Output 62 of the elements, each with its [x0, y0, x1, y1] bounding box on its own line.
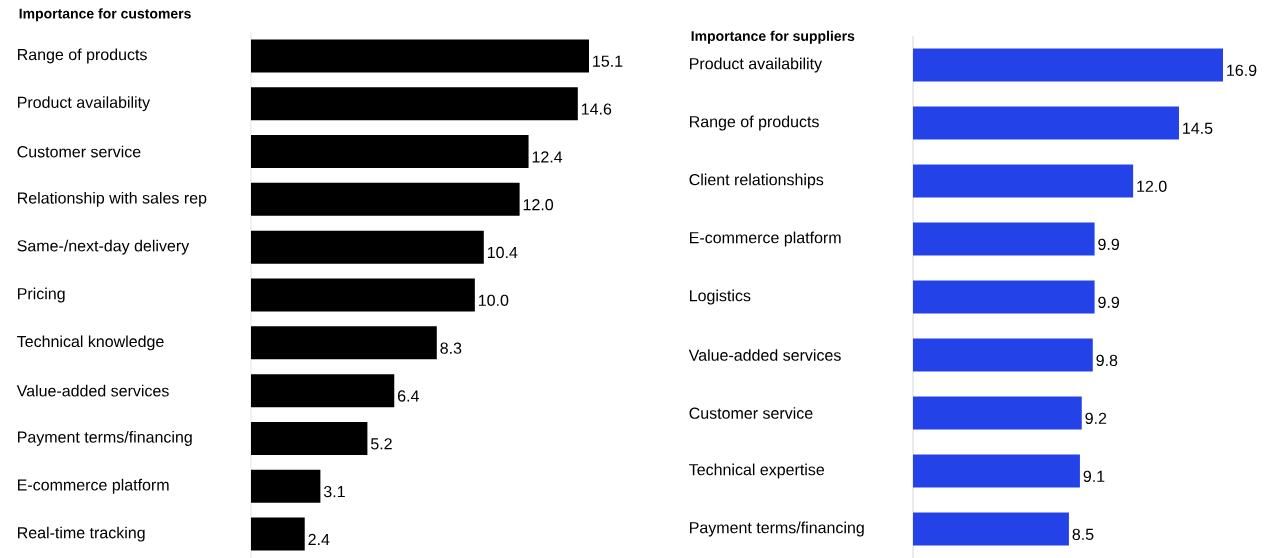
data-label: 8.5	[1072, 528, 1094, 540]
y-tick-label: Technical expertise	[689, 463, 825, 479]
data-label: 14.6	[581, 103, 612, 115]
y-tick-label: Client relationships	[689, 173, 824, 189]
text: Importance for customers	[19, 8, 191, 22]
y-tick-label: E-commerce platform	[18, 478, 169, 494]
bar	[251, 87, 578, 121]
bar	[251, 374, 395, 408]
y-tick-label: Customer service	[689, 407, 813, 419]
y-tick-label: Pricing	[18, 287, 65, 303]
data-label: 9.8	[1096, 354, 1118, 366]
bar	[913, 396, 1082, 430]
y-tick-label: Logistics	[690, 289, 751, 305]
y-tick-label: Value-added services	[16, 384, 169, 397]
data-label: 10.0	[478, 294, 509, 306]
text: Importance for suppliers	[691, 30, 855, 44]
data-label: 2.4	[308, 533, 330, 546]
data-label: 12.0	[523, 199, 554, 211]
data-label: 3.1	[323, 485, 345, 498]
data-label: 9.9	[1098, 238, 1120, 250]
y-tick-label: Customer service	[17, 145, 141, 158]
y-tick-label: Payment terms/financing	[18, 431, 192, 446]
bar	[251, 421, 368, 455]
data-label: 14.5	[1183, 122, 1213, 134]
bar	[913, 512, 1069, 546]
y-tick-label: E-commerce platform	[690, 231, 841, 247]
y-tick-label: Real-time tracking	[18, 526, 145, 542]
y-tick-label: Range of products	[690, 115, 819, 131]
bar	[251, 517, 305, 551]
bar	[251, 326, 437, 360]
y-tick-label: Relationship with sales rep	[18, 191, 207, 207]
y-tick-label: Product availability	[18, 96, 151, 112]
bar	[251, 469, 321, 503]
bar	[913, 48, 1224, 82]
data-label: 8.3	[440, 342, 462, 354]
data-label: 6.4	[398, 390, 419, 402]
data-label: 9.9	[1098, 296, 1120, 308]
data-label: 16.9	[1227, 64, 1257, 76]
y-tick-label: Product availability	[690, 57, 823, 73]
y-tick-label: Value-added services	[688, 349, 841, 361]
data-label: 5.2	[370, 438, 392, 450]
data-label: 9.2	[1085, 412, 1107, 424]
bar	[913, 106, 1179, 140]
y-tick-label: Technical knowledge	[17, 335, 164, 351]
bar	[913, 280, 1095, 314]
bar	[251, 230, 484, 264]
bar	[251, 278, 475, 312]
bar	[913, 222, 1095, 256]
bar	[913, 454, 1080, 488]
bar	[251, 182, 520, 216]
y-tick-label: Payment terms/financing	[690, 521, 864, 537]
bar	[251, 39, 589, 73]
y-tick-label: Range of products	[18, 48, 147, 64]
bar	[913, 164, 1134, 198]
bar	[913, 338, 1093, 372]
data-label: 10.4	[487, 246, 518, 259]
y-tick-label: Same-/next-day delivery	[17, 239, 190, 255]
data-label: 15.1	[593, 55, 623, 67]
data-label: 12.0	[1137, 180, 1167, 192]
bar	[251, 135, 529, 169]
data-label: 12.4	[532, 151, 563, 163]
data-label: 9.1	[1083, 470, 1105, 482]
